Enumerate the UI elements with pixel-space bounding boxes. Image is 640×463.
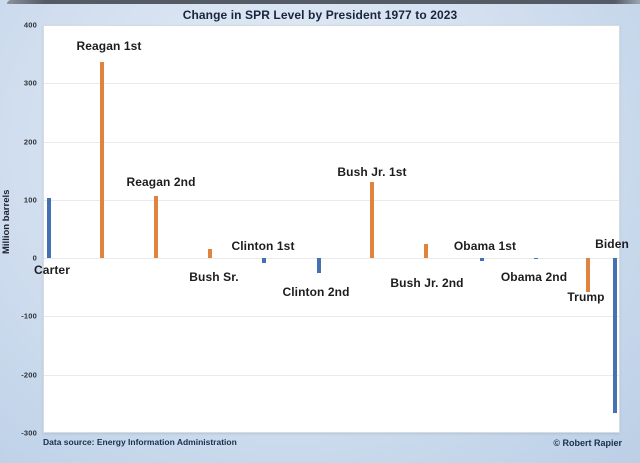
gridline-100 xyxy=(44,199,619,201)
bar-bush-jr-2nd xyxy=(424,243,428,259)
bar-carter xyxy=(47,198,51,259)
bar-label-clinton-1st: Clinton 1st xyxy=(231,239,295,253)
bar-label-carter: Carter xyxy=(34,263,70,277)
bar-bush-sr xyxy=(208,249,212,259)
y-tick-400: 400 xyxy=(23,20,37,30)
y-tick--300: -300 xyxy=(21,428,37,438)
bar-label-bush-sr: Bush Sr. xyxy=(189,270,239,284)
bar-label-biden: Biden xyxy=(595,237,629,251)
bar-label-obama-2nd: Obama 2nd xyxy=(500,270,568,284)
gridline--200 xyxy=(44,374,619,376)
bar-label-obama-1st: Obama 1st xyxy=(453,239,517,253)
bar-reagan-1st xyxy=(100,61,104,259)
y-axis-title: Million barrels xyxy=(1,189,12,255)
bar-label-trump: Trump xyxy=(567,290,605,304)
y-tick-0: 0 xyxy=(32,253,37,263)
window-top-edge xyxy=(7,0,640,4)
bar-label-clinton-2nd: Clinton 2nd xyxy=(282,285,350,299)
bar-clinton-2nd xyxy=(317,258,321,273)
data-source-note: Data source: Energy Information Administ… xyxy=(43,437,237,447)
bar-trump xyxy=(586,258,590,292)
y-tick--100: -100 xyxy=(21,311,37,321)
bar-label-bush-jr-1st: Bush Jr. 1st xyxy=(337,165,407,179)
bar-bush-jr-1st xyxy=(370,182,374,259)
bar-label-bush-jr-2nd: Bush Jr. 2nd xyxy=(390,276,464,290)
bar-reagan-2nd xyxy=(154,196,158,259)
gridline-300 xyxy=(44,83,619,85)
bar-biden xyxy=(613,258,617,413)
bar-obama-1st xyxy=(480,258,484,261)
y-tick--200: -200 xyxy=(21,370,37,380)
bar-label-reagan-1st: Reagan 1st xyxy=(76,39,142,53)
y-tick-200: 200 xyxy=(23,137,37,147)
credit-note: © Robert Rapier xyxy=(553,438,622,448)
y-tick-100: 100 xyxy=(23,195,37,205)
bar-clinton-1st xyxy=(262,258,266,263)
bar-label-reagan-2nd: Reagan 2nd xyxy=(126,175,196,189)
gridline-0 xyxy=(44,258,619,260)
chart-title: Change in SPR Level by President 1977 to… xyxy=(182,8,458,22)
bar-obama-2nd xyxy=(534,258,538,260)
gridline-200 xyxy=(44,141,619,143)
plot-area xyxy=(43,25,620,433)
y-tick-300: 300 xyxy=(23,78,37,88)
gridline--100 xyxy=(44,316,619,318)
